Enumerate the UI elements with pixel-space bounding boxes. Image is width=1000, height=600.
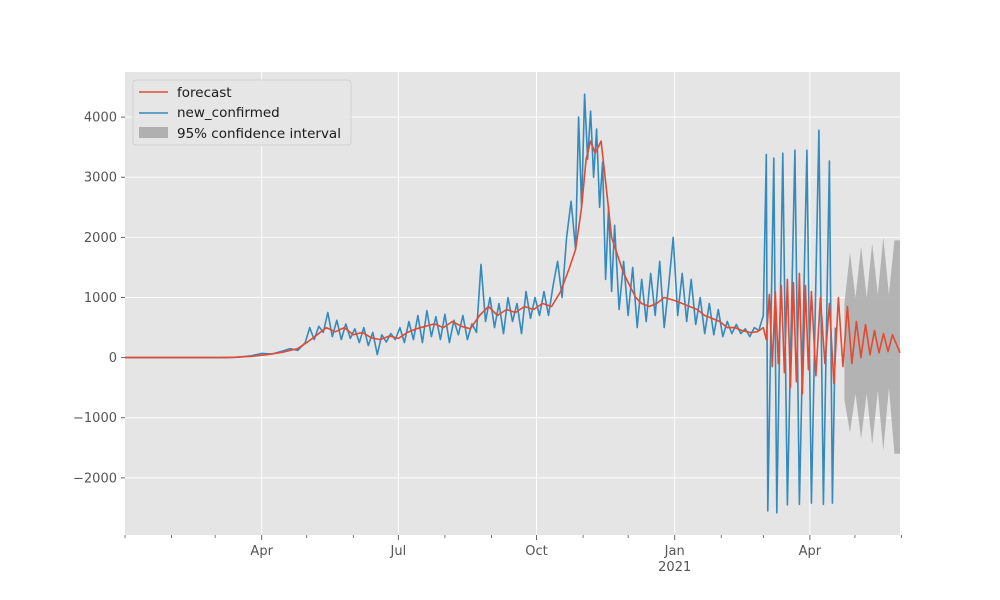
x-tick-sublabel: 2021 [658,560,691,575]
axes: 4000 3000 2000 1000 0 −1000 −2000 Apr Jul Oct Jan2… [73,111,902,575]
y-tick-label: 3000 [84,171,117,186]
y-tick-label: −1000 [73,411,117,426]
y-tick-label: 2000 [84,231,117,246]
x-tick-label: Jul [390,544,407,559]
series-line-forecast [125,140,901,395]
legend-label-confidence-interval: 95% confidence interval [177,126,341,142]
x-tick-label: Apr [799,544,822,559]
legend-label-forecast: forecast [177,85,232,101]
y-tick-label: −2000 [73,471,117,486]
y-tick-label: 1000 [84,291,117,306]
x-tick-label: Oct [525,544,547,559]
x-tick-label: Apr [250,544,273,559]
legend-label-new-confirmed: new_confirmed [177,105,280,121]
y-tick-label: 4000 [84,111,117,126]
legend-swatch-confidence-interval [139,127,168,138]
x-tick-label: Jan [664,544,685,559]
legend-box [132,79,352,146]
legend: forecast new_confirmed 95% confidence in… [132,79,352,146]
y-tick-label: 0 [109,351,117,366]
series-layer [125,93,901,514]
